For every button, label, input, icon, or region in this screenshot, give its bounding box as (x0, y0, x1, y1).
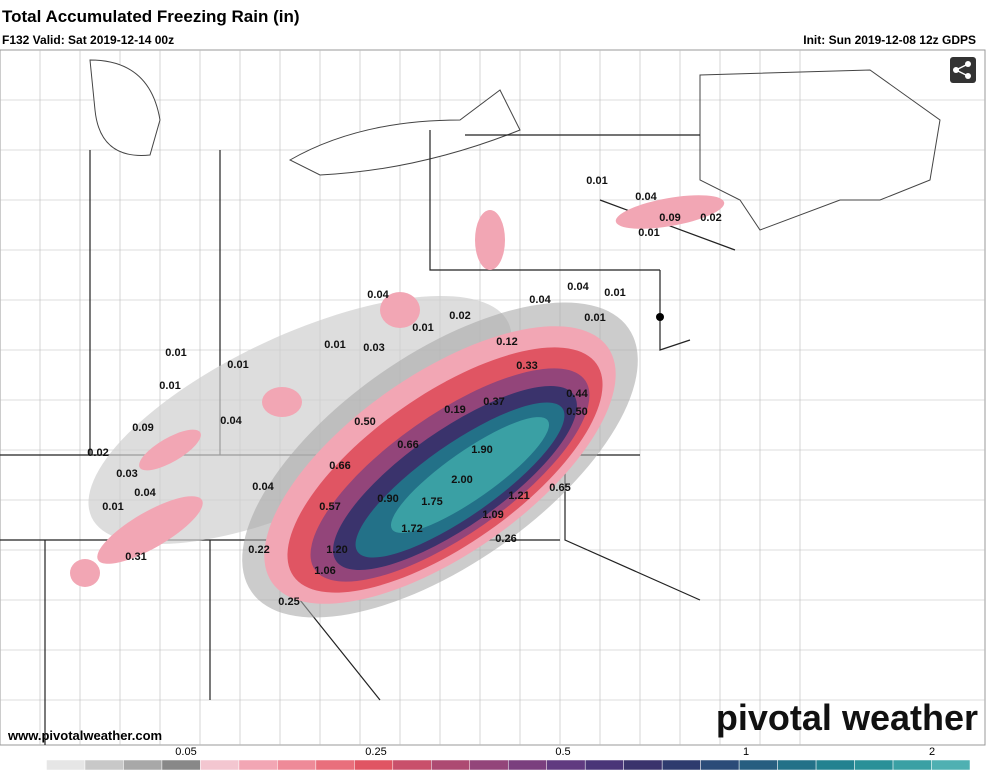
colorbar-tick-label: 2 (929, 746, 935, 758)
colorbar-segment (161, 759, 201, 771)
colorbar-segment (277, 759, 317, 771)
map-value-label: 0.37 (483, 396, 504, 408)
map-value-label: 0.02 (449, 310, 470, 322)
map-value-label: 0.44 (566, 388, 588, 400)
colorbar-segment (700, 759, 740, 771)
map-value-label: 0.04 (367, 289, 389, 301)
colorbar-segment (584, 759, 624, 771)
colorbar-segment (354, 759, 394, 771)
colorbar-segment (315, 759, 355, 771)
colorbar-tick-label: 0.25 (365, 746, 386, 758)
map-value-label: 1.20 (326, 544, 347, 556)
colorbar-segment (507, 759, 547, 771)
title: Total Accumulated Freezing Rain (in) (2, 7, 300, 26)
map-value-label: 0.01 (102, 501, 123, 513)
map-value-label: 0.33 (516, 360, 537, 372)
colorbar-segment (7, 759, 47, 771)
map-value-label: 0.03 (363, 342, 384, 354)
map-value-label: 0.04 (529, 294, 551, 306)
map-value-label: 0.01 (586, 175, 607, 187)
map-value-label: 0.04 (635, 191, 657, 203)
colorbar-tick-label: 1 (743, 746, 749, 758)
colorbar-tick-label: 0.05 (175, 746, 196, 758)
map-value-label: 0.02 (87, 447, 108, 459)
map-value-label: 0.01 (159, 380, 180, 392)
valid-time: F132 Valid: Sat 2019-12-14 00z (2, 33, 174, 47)
precip-field (70, 195, 725, 618)
map-value-label: 0.01 (324, 339, 345, 351)
colorbar-segment (623, 759, 663, 771)
map-value-label: 2.00 (451, 474, 472, 486)
label-layer: 0.010.040.09 0.020.010.04 0.040.04 0.010.01… (87, 175, 721, 608)
map-value-label: 0.01 (412, 322, 433, 334)
colorbar-segment (469, 759, 509, 771)
colorbar-segment (892, 759, 932, 771)
colorbar: 0.05 0.25 0.5 1 2 (7, 746, 971, 771)
map-value-label: 0.22 (248, 544, 269, 556)
map-value-label: 0.01 (638, 227, 659, 239)
map-value-label: 0.50 (354, 416, 375, 428)
colorbar-segment (431, 759, 471, 771)
map-value-label: 0.01 (584, 312, 605, 324)
map-value-label: 0.04 (134, 487, 156, 499)
map-value-label: 0.04 (252, 481, 274, 493)
map-value-label: 0.02 (700, 212, 721, 224)
colorbar-segment (854, 759, 894, 771)
map-value-label: 0.19 (444, 404, 465, 416)
map-value-label: 0.03 (116, 468, 137, 480)
map-value-label: 0.66 (329, 460, 350, 472)
map-value-label: 0.09 (132, 422, 153, 434)
colorbar-segment (200, 759, 240, 771)
map-value-label: 0.04 (567, 281, 589, 293)
map-value-label: 0.09 (659, 212, 680, 224)
colorbar-segment (815, 759, 855, 771)
map: 0.010.040.09 0.020.010.04 0.040.04 0.010.01… (0, 49, 986, 746)
colorbar-segment (46, 759, 86, 771)
colorbar-tick-label: 0.5 (555, 746, 570, 758)
map-value-label: 1.75 (421, 496, 442, 508)
map-value-label: 0.50 (566, 406, 587, 418)
map-value-label: 0.01 (165, 347, 186, 359)
map-value-label: 0.01 (604, 287, 625, 299)
map-value-label: 0.31 (125, 551, 146, 563)
colorbar-segment (777, 759, 817, 771)
brand-watermark: pivotal weather (716, 697, 978, 738)
colorbar-segment (84, 759, 124, 771)
map-value-label: 1.06 (314, 565, 335, 577)
map-value-label: 1.90 (471, 444, 492, 456)
map-value-label: 0.26 (495, 533, 516, 545)
colorbar-segment (123, 759, 163, 771)
map-value-label: 1.09 (482, 509, 503, 521)
colorbar-segment (738, 759, 778, 771)
website: www.pivotalweather.com (7, 728, 162, 743)
map-value-label: 0.25 (278, 596, 299, 608)
map-value-label: 0.90 (377, 493, 398, 505)
colorbar-segment (392, 759, 432, 771)
map-value-label: 0.66 (397, 439, 418, 451)
colorbar-segment (546, 759, 586, 771)
init-time: Init: Sun 2019-12-08 12z GDPS (803, 33, 976, 47)
map-value-label: 0.57 (319, 501, 340, 513)
map-value-label: 1.72 (401, 523, 422, 535)
colorbar-segment (931, 759, 971, 771)
map-value-label: 0.04 (220, 415, 242, 427)
map-value-label: 0.12 (496, 336, 517, 348)
map-value-label: 0.01 (227, 359, 248, 371)
colorbar-segment (661, 759, 701, 771)
map-value-label: 1.21 (508, 490, 529, 502)
map-value-label: 0.65 (549, 482, 570, 494)
colorbar-segment (238, 759, 278, 771)
